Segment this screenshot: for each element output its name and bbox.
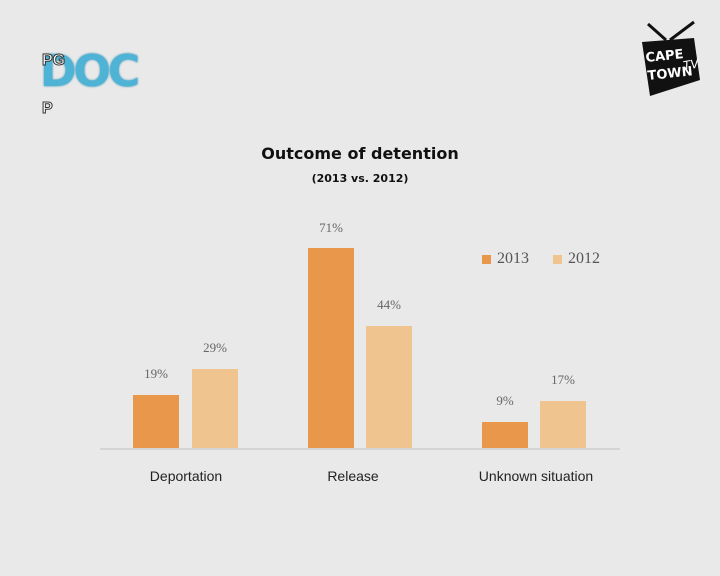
logo-town-text: TOWN [647, 64, 693, 84]
category-label-release: Release [327, 468, 379, 484]
chart-title: Outcome of detention [261, 144, 459, 163]
bar-release-2012 [366, 326, 412, 448]
bar-deportation-2012 [192, 369, 238, 448]
bar-unknown-2013 [482, 422, 528, 448]
cape-town-tv-logo: CAPE TOWN TV [640, 20, 704, 100]
value-label-deportation-2013: 19% [144, 366, 168, 381]
logo-doc-text: DOC [40, 46, 140, 97]
bar-release-2013 [308, 248, 354, 448]
bar-unknown-2012 [540, 401, 586, 448]
value-label-release-2013: 71% [319, 220, 343, 235]
logo-tv-text: TV [682, 56, 701, 73]
logo-p-text: P [42, 100, 54, 118]
logo-pg-text: PG [41, 52, 66, 70]
x-axis-line [100, 448, 620, 450]
value-label-unknown-2013: 9% [496, 393, 514, 408]
value-label-unknown-2012: 17% [551, 372, 575, 387]
category-label-deportation: Deportation [149, 468, 223, 484]
value-label-release-2012: 44% [377, 297, 401, 312]
chart-legend: 2013 2012 [482, 250, 600, 268]
logo-cape-text: CAPE [645, 47, 684, 66]
chart-subtitle: (2013 vs. 2012) [311, 172, 409, 185]
bar-deportation-2013 [133, 395, 179, 448]
legend-swatch-2012 [553, 254, 562, 264]
legend-label-2013: 2013 [497, 250, 529, 267]
legend-label-2012: 2012 [568, 250, 600, 267]
category-label-unknown-situation: Unknown situation [478, 468, 594, 484]
legend-swatch-2013 [482, 254, 491, 264]
pg-doc-logo: DOC PG P [38, 46, 140, 122]
tv-icon: CAPE TOWN TV [642, 20, 701, 96]
value-label-deportation-2012: 29% [203, 340, 227, 355]
